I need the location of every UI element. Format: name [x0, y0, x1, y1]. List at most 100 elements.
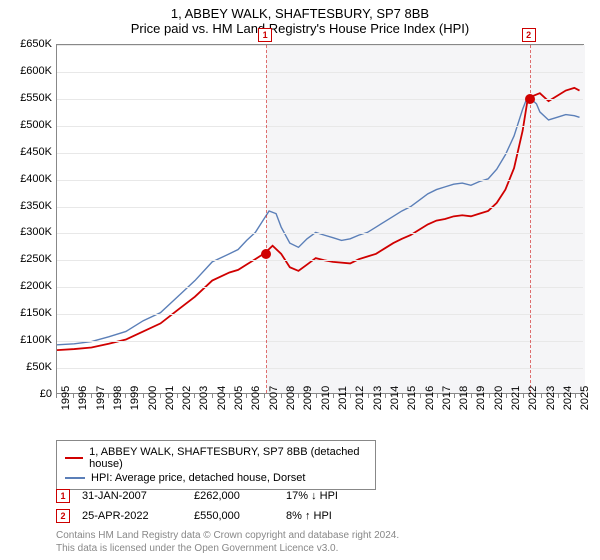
marker-dot — [525, 94, 535, 104]
footer-line-1: Contains HM Land Registry data © Crown c… — [56, 530, 399, 543]
legend: 1, ABBEY WALK, SHAFTESBURY, SP7 8BB (det… — [56, 440, 376, 490]
x-tick — [385, 394, 386, 398]
gridline — [57, 233, 583, 234]
x-tick — [368, 394, 369, 398]
y-axis-label: £0 — [2, 388, 52, 400]
y-axis-label: £50K — [2, 361, 52, 373]
chart-title: 1, ABBEY WALK, SHAFTESBURY, SP7 8BB — [0, 0, 600, 21]
x-tick — [246, 394, 247, 398]
x-tick — [489, 394, 490, 398]
x-tick — [420, 394, 421, 398]
y-axis-label: £500K — [2, 119, 52, 131]
x-tick — [575, 394, 576, 398]
x-axis-label: 2021 — [510, 386, 522, 410]
transaction-price: £550,000 — [194, 510, 274, 522]
legend-swatch — [65, 477, 85, 479]
y-axis-label: £650K — [2, 38, 52, 50]
x-tick — [316, 394, 317, 398]
legend-label: HPI: Average price, detached house, Dors… — [91, 472, 305, 484]
transaction-row: 2 25-APR-2022 £550,000 8% ↑ HPI — [56, 506, 376, 526]
x-axis-label: 2020 — [493, 386, 505, 410]
gridline — [57, 287, 583, 288]
marker-dot — [261, 249, 271, 259]
x-tick — [471, 394, 472, 398]
x-axis-label: 2017 — [441, 386, 453, 410]
x-tick — [264, 394, 265, 398]
gridline — [57, 153, 583, 154]
x-axis-label: 2016 — [424, 386, 436, 410]
y-axis-label: £600K — [2, 65, 52, 77]
marker-label: 2 — [522, 28, 536, 42]
marker-label: 1 — [258, 28, 272, 42]
legend-label: 1, ABBEY WALK, SHAFTESBURY, SP7 8BB (det… — [89, 446, 367, 470]
x-axis-label: 2012 — [354, 386, 366, 410]
y-axis-label: £250K — [2, 253, 52, 265]
x-axis-label: 2007 — [268, 386, 280, 410]
x-axis-label: 2002 — [181, 386, 193, 410]
gridline — [57, 207, 583, 208]
x-axis-label: 2005 — [233, 386, 245, 410]
transaction-marker: 2 — [56, 509, 70, 523]
x-tick — [454, 394, 455, 398]
gridline — [57, 99, 583, 100]
x-tick — [194, 394, 195, 398]
gridline — [57, 260, 583, 261]
x-tick — [506, 394, 507, 398]
x-tick — [281, 394, 282, 398]
legend-item: HPI: Average price, detached house, Dors… — [65, 471, 367, 485]
x-axis-label: 2006 — [250, 386, 262, 410]
gridline — [57, 72, 583, 73]
series-line — [57, 88, 580, 350]
x-axis-label: 2022 — [527, 386, 539, 410]
x-tick — [541, 394, 542, 398]
x-tick — [229, 394, 230, 398]
x-axis-label: 2014 — [389, 386, 401, 410]
x-tick — [298, 394, 299, 398]
transaction-table: 131-JAN-2007£262,00017% ↓ HPI225-APR-202… — [56, 486, 376, 526]
x-axis-label: 2024 — [562, 386, 574, 410]
x-axis-label: 2001 — [164, 386, 176, 410]
y-axis-label: £150K — [2, 307, 52, 319]
x-tick — [108, 394, 109, 398]
x-axis-label: 2018 — [458, 386, 470, 410]
x-axis-label: 2011 — [337, 386, 349, 410]
gridline — [57, 45, 583, 46]
chart-subtitle: Price paid vs. HM Land Registry's House … — [0, 21, 600, 40]
x-tick — [437, 394, 438, 398]
legend-swatch — [65, 457, 83, 459]
x-tick — [558, 394, 559, 398]
x-axis-label: 2015 — [406, 386, 418, 410]
y-axis-label: £300K — [2, 226, 52, 238]
x-tick — [177, 394, 178, 398]
transaction-date: 25-APR-2022 — [82, 510, 182, 522]
x-axis-label: 2025 — [579, 386, 591, 410]
gridline — [57, 180, 583, 181]
transaction-delta: 8% ↑ HPI — [286, 510, 376, 522]
y-axis-label: £450K — [2, 146, 52, 158]
x-axis-label: 2004 — [216, 386, 228, 410]
x-axis-label: 2019 — [475, 386, 487, 410]
gridline — [57, 341, 583, 342]
x-axis-label: 1995 — [60, 386, 72, 410]
x-tick — [143, 394, 144, 398]
transaction-date: 31-JAN-2007 — [82, 490, 182, 502]
footer-attribution: Contains HM Land Registry data © Crown c… — [56, 530, 399, 555]
marker-line — [266, 45, 267, 393]
y-axis-label: £550K — [2, 92, 52, 104]
x-tick — [56, 394, 57, 398]
y-axis-label: £200K — [2, 280, 52, 292]
x-axis-label: 2000 — [147, 386, 159, 410]
x-axis-label: 1998 — [112, 386, 124, 410]
x-axis-label: 2008 — [285, 386, 297, 410]
footer-line-2: This data is licensed under the Open Gov… — [56, 543, 399, 556]
x-tick — [350, 394, 351, 398]
x-tick — [73, 394, 74, 398]
chart-container: 1, ABBEY WALK, SHAFTESBURY, SP7 8BB Pric… — [0, 0, 600, 560]
x-tick — [402, 394, 403, 398]
gridline — [57, 126, 583, 127]
series-line — [57, 96, 580, 345]
gridline — [57, 314, 583, 315]
x-tick — [91, 394, 92, 398]
transaction-marker: 1 — [56, 489, 70, 503]
x-axis-label: 1999 — [129, 386, 141, 410]
